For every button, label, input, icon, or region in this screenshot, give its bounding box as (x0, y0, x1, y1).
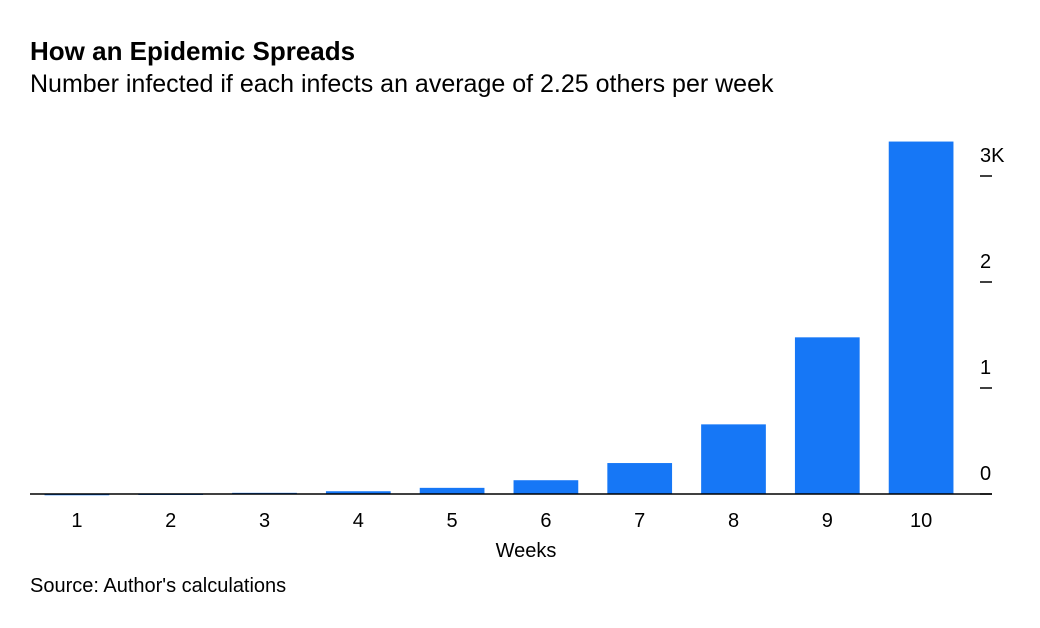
bar (888, 141, 954, 495)
x-tick-label: 9 (822, 510, 833, 532)
x-tick-label: 7 (634, 510, 645, 532)
chart-subtitle: Number infected if each infects an avera… (30, 70, 774, 98)
y-tick-label: 3K (980, 145, 1005, 167)
bar (607, 463, 673, 494)
y-tick-label: 1 (980, 357, 991, 379)
x-tick-label: 8 (728, 510, 739, 532)
x-tick-label: 1 (71, 510, 82, 532)
bar (794, 337, 860, 494)
bar (513, 480, 579, 494)
x-tick-label: 3 (259, 510, 270, 532)
source-note: Source: Author's calculations (30, 575, 286, 597)
x-tick-label: 2 (165, 510, 176, 532)
x-tick-label: 6 (540, 510, 551, 532)
x-axis-label: Weeks (496, 540, 557, 562)
x-tick-label: 10 (910, 510, 932, 532)
bar (419, 487, 485, 494)
x-tick-label: 5 (447, 510, 458, 532)
x-tick-label: 4 (353, 510, 364, 532)
y-tick-label: 2 (980, 251, 991, 273)
bar (325, 491, 391, 494)
chart-title: How an Epidemic Spreads (30, 36, 355, 66)
bar (701, 424, 766, 494)
y-tick-label: 0 (980, 463, 991, 485)
